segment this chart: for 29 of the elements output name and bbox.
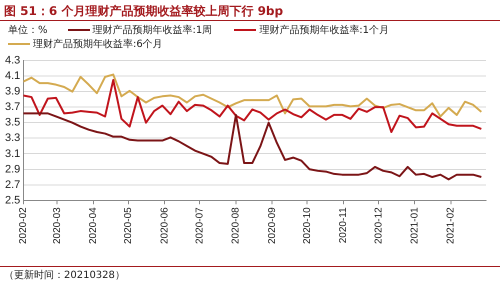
x-tick-label: 2020-11	[338, 206, 350, 244]
x-tick-label: 2021-01	[409, 206, 420, 244]
x-tick-label: 2021-02	[446, 206, 457, 244]
x-tick-label: 2020-08	[230, 206, 242, 244]
y-tick-label: 4.3	[4, 54, 20, 67]
y-tick-label: 2.5	[4, 194, 20, 206]
x-tick-label: 2020-03	[52, 206, 63, 244]
x-tick-label: 2020-09	[266, 206, 278, 244]
legend-label: 理财产品预期年收益率:1周	[92, 24, 212, 37]
y-tick-label: 3.3	[4, 132, 20, 144]
y-axis-title: 单位：%	[8, 24, 48, 37]
y-tick-label: 3.9	[4, 86, 20, 98]
x-tick-label: 2020-04	[88, 206, 100, 244]
text: （更新时间：20210328）	[0, 266, 500, 283]
legend-label: 理财产品预期年收益率:1个月	[259, 24, 389, 37]
y-tick-label: 4.1	[4, 70, 20, 82]
y-tick-label: 3.5	[4, 116, 20, 129]
chart-title: 图 51：6 个月理财产品预期收益率较上周下行 9bp	[0, 0, 500, 21]
x-tick-label: 2020-12	[373, 206, 384, 244]
y-tick-label: 3.7	[4, 101, 20, 114]
x-tick-label: 2020-05	[123, 206, 134, 244]
x-tick-label: 2020-06	[159, 206, 170, 244]
legend-label: 理财产品预期年收益率:6个月	[33, 38, 163, 51]
x-tick-label: 2020-10	[302, 206, 313, 244]
x-tick-label: 2020-02	[18, 206, 30, 244]
x-tick-label: 2020-07	[194, 206, 206, 244]
y-tick-label: 3.1	[4, 148, 20, 160]
y-tick-label: 2.7	[4, 178, 20, 191]
y-tick-label: 2.9	[4, 163, 20, 176]
